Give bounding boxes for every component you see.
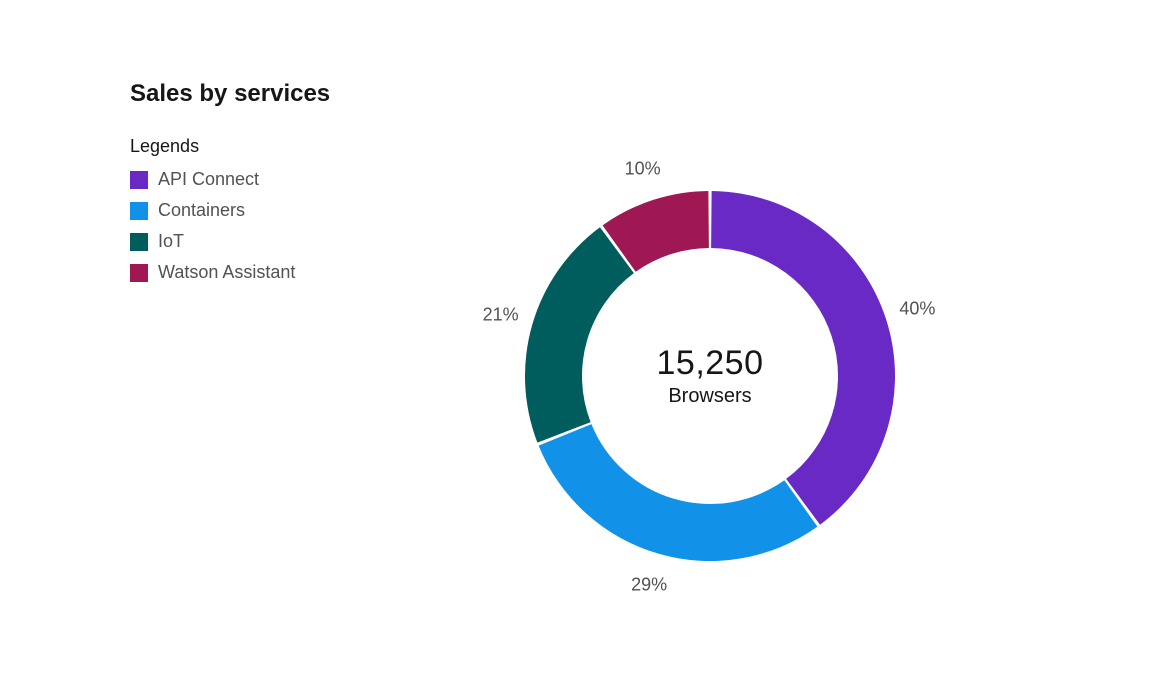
donut-slice-label: 40%	[899, 298, 935, 319]
donut-slice[interactable]	[539, 424, 818, 561]
chart-container: Sales by services Legends API Connect Con…	[130, 80, 1022, 636]
donut-center-label: 15,250 Browsers	[657, 344, 764, 408]
legend-label: Containers	[158, 200, 245, 221]
legend-items: API Connect Containers IoT Watson Assistant	[130, 169, 390, 283]
donut-slice[interactable]	[525, 227, 634, 442]
donut-slice-label: 10%	[625, 158, 661, 179]
legend-item[interactable]: IoT	[130, 231, 390, 252]
donut-slice-label: 21%	[483, 305, 519, 326]
legend-swatch	[130, 202, 148, 220]
legend-item[interactable]: API Connect	[130, 169, 390, 190]
legend-swatch	[130, 264, 148, 282]
content-row: Legends API Connect Containers IoT Watson A…	[130, 136, 1022, 636]
legend-swatch	[130, 171, 148, 189]
legend-item[interactable]: Watson Assistant	[130, 262, 390, 283]
legend-label: Watson Assistant	[158, 262, 295, 283]
legend-title: Legends	[130, 136, 390, 157]
legend-swatch	[130, 233, 148, 251]
legend: Legends API Connect Containers IoT Watson A…	[130, 136, 390, 293]
chart-title: Sales by services	[130, 80, 1022, 108]
legend-item[interactable]: Containers	[130, 200, 390, 221]
donut-chart: 15,250 Browsers 40% 29% 21% 10%	[450, 116, 970, 636]
legend-label: IoT	[158, 231, 184, 252]
legend-label: API Connect	[158, 169, 259, 190]
donut-center-value: 15,250	[657, 344, 764, 383]
donut-slice-label: 29%	[631, 575, 667, 596]
donut-center-caption: Browsers	[657, 385, 764, 408]
